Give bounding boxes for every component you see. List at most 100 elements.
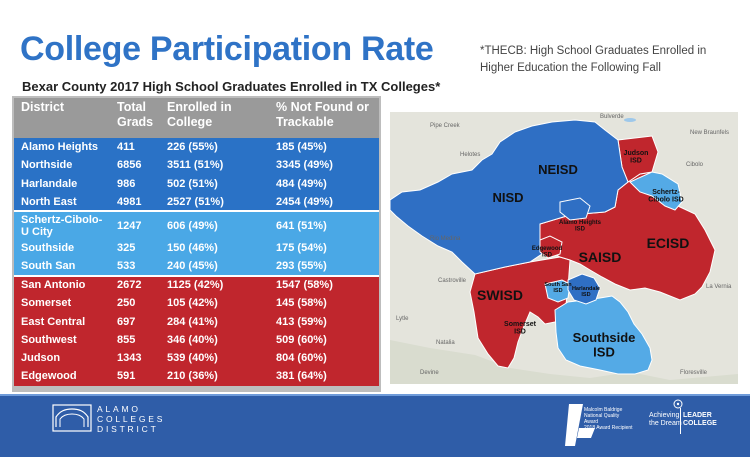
cell-total-grads: 2672 bbox=[110, 274, 160, 295]
atd-line-2: the Dream bbox=[649, 420, 682, 427]
cell-total-grads: 533 bbox=[110, 257, 160, 276]
map-label-district: SWISD bbox=[477, 287, 523, 303]
map-label-place: Floresville bbox=[680, 370, 708, 376]
map-region-edgewood bbox=[539, 235, 563, 259]
cell-enrolled: 150 (46%) bbox=[160, 239, 269, 258]
table-row: South San 533 240 (45%) 293 (55%) bbox=[14, 257, 379, 276]
lake bbox=[624, 118, 636, 122]
cell-enrolled: 2527 (51%) bbox=[160, 192, 269, 212]
cell-not-found: 175 (54%) bbox=[269, 239, 379, 258]
table-row: Southside 325 150 (46%) 175 (54%) bbox=[14, 239, 379, 258]
cell-district: Harlandale bbox=[14, 174, 110, 193]
cell-district: Somerset bbox=[14, 294, 110, 313]
cell-district: East Central bbox=[14, 312, 110, 331]
atd-leader: LEADER bbox=[683, 412, 712, 419]
table-row: East Central 697 284 (41%) 413 (59%) bbox=[14, 312, 379, 331]
star-icon bbox=[673, 399, 683, 409]
map-label-place: Bulverde bbox=[600, 114, 624, 120]
header-not-found: % Not Found or Trackable bbox=[269, 98, 379, 138]
cell-not-found: 293 (55%) bbox=[269, 257, 379, 276]
map-label-place: Pipe Creek bbox=[430, 123, 461, 129]
enrollment-table: District Total Grads Enrolled in College… bbox=[12, 96, 381, 392]
table-row: San Antonio 2672 1125 (42%) 1547 (58%) bbox=[14, 274, 379, 295]
table-row: Schertz-Cibolo-U City 1247 606 (49%) 641 (5… bbox=[14, 210, 379, 240]
cell-not-found: 1547 (58%) bbox=[269, 274, 379, 295]
cell-enrolled: 1125 (42%) bbox=[160, 274, 269, 295]
map-label-place: Natalia bbox=[436, 340, 455, 346]
cell-total-grads: 855 bbox=[110, 330, 160, 349]
achieving-the-dream-text: Achieving the Dream bbox=[649, 412, 682, 428]
alamo-colleges-logo bbox=[52, 404, 92, 432]
cell-enrolled: 105 (42%) bbox=[160, 294, 269, 313]
cell-not-found: 509 (60%) bbox=[269, 330, 379, 349]
footer-accent-line bbox=[0, 394, 750, 396]
map-label-district: South San ISD bbox=[544, 282, 572, 294]
cell-total-grads: 591 bbox=[110, 367, 160, 386]
chart-subtitle: Bexar County 2017 High School Graduates … bbox=[22, 79, 441, 94]
cell-district: Edgewood bbox=[14, 367, 110, 386]
header-total-grads: Total Grads bbox=[110, 98, 160, 138]
header-enrolled: Enrolled in College bbox=[160, 98, 269, 138]
logo-line-1: ALAMO bbox=[97, 404, 141, 414]
cell-district: North East bbox=[14, 192, 110, 212]
atd-line-1: Achieving bbox=[649, 412, 680, 419]
header-district: District bbox=[14, 98, 110, 138]
terrain-shade bbox=[390, 340, 738, 384]
cell-total-grads: 411 bbox=[110, 138, 160, 157]
map-region-southside bbox=[554, 295, 653, 375]
baldrige-line-3: 2018 Award Recipient bbox=[584, 425, 633, 431]
cell-not-found: 804 (60%) bbox=[269, 348, 379, 368]
cell-district: Schertz-Cibolo-U City bbox=[14, 210, 110, 240]
map-label-place: Rio Medina bbox=[430, 236, 461, 242]
cell-enrolled: 539 (40%) bbox=[160, 348, 269, 368]
map-region-harlandale bbox=[567, 273, 601, 305]
cell-total-grads: 697 bbox=[110, 312, 160, 331]
map-label-place: New Braunfels bbox=[690, 130, 729, 136]
table-row: Southwest 855 346 (40%) 509 (60%) bbox=[14, 330, 379, 349]
table-row: Northside 6856 3511 (51%) 3345 (49%) bbox=[14, 156, 379, 175]
map-region-south-san bbox=[544, 279, 571, 303]
table-row: North East 4981 2527 (51%) 2454 (49%) bbox=[14, 192, 379, 212]
map-label-district: Judson ISD bbox=[624, 150, 649, 165]
cell-district: San Antonio bbox=[14, 274, 110, 295]
cell-total-grads: 1343 bbox=[110, 348, 160, 368]
cell-district: Northside bbox=[14, 156, 110, 175]
map-label-district: Somerset ISD bbox=[504, 321, 537, 336]
footer-bar bbox=[0, 394, 750, 457]
map-label-district: Alamo Heights ISD bbox=[559, 220, 602, 233]
map-label-district: NEISD bbox=[538, 162, 578, 177]
cell-total-grads: 250 bbox=[110, 294, 160, 313]
map-region-schertz-cibolo bbox=[629, 171, 683, 211]
map-label-district: SAISD bbox=[579, 249, 622, 265]
table-header-row: District Total Grads Enrolled in College… bbox=[14, 98, 379, 138]
cell-not-found: 484 (49%) bbox=[269, 174, 379, 193]
table-row: Harlandale 986 502 (51%) 484 (49%) bbox=[14, 174, 379, 193]
map-label-district: NISD bbox=[492, 190, 523, 205]
map-label-place: Lytle bbox=[396, 316, 409, 322]
cell-total-grads: 6856 bbox=[110, 156, 160, 175]
cell-total-grads: 1247 bbox=[110, 210, 160, 240]
cell-not-found: 2454 (49%) bbox=[269, 192, 379, 212]
baldrige-line-1: Malcolm Baldrige bbox=[584, 407, 623, 413]
cell-enrolled: 240 (45%) bbox=[160, 257, 269, 276]
cell-not-found: 381 (64%) bbox=[269, 367, 379, 386]
alamo-colleges-wordmark: ALAMO COLLEGES DISTRICT bbox=[97, 404, 165, 434]
baldrige-award-logo bbox=[565, 404, 595, 446]
baldrige-award-text: Malcolm Baldrige National Quality Award … bbox=[584, 407, 634, 431]
cell-enrolled: 606 (49%) bbox=[160, 210, 269, 240]
map-label-place: Helotes bbox=[460, 152, 480, 158]
table-row: Edgewood 591 210 (36%) 381 (64%) bbox=[14, 367, 379, 386]
baldrige-line-2: National Quality Award bbox=[584, 413, 620, 425]
cell-not-found: 185 (45%) bbox=[269, 138, 379, 157]
map-region-alamo-heights bbox=[559, 197, 591, 221]
atd-college: COLLEGE bbox=[683, 420, 717, 427]
cell-district: Southside bbox=[14, 239, 110, 258]
cell-enrolled: 346 (40%) bbox=[160, 330, 269, 349]
map-label-place: Cibolo bbox=[686, 162, 704, 168]
map-label-place: Castroville bbox=[438, 278, 467, 284]
cell-district: Alamo Heights bbox=[14, 138, 110, 157]
map-label-district: Schertz-Cibolo ISD bbox=[648, 189, 683, 204]
cell-not-found: 413 (59%) bbox=[269, 312, 379, 331]
map-label-place: La Vernia bbox=[706, 284, 732, 290]
map-label-district: Edgewood ISD bbox=[532, 246, 563, 259]
